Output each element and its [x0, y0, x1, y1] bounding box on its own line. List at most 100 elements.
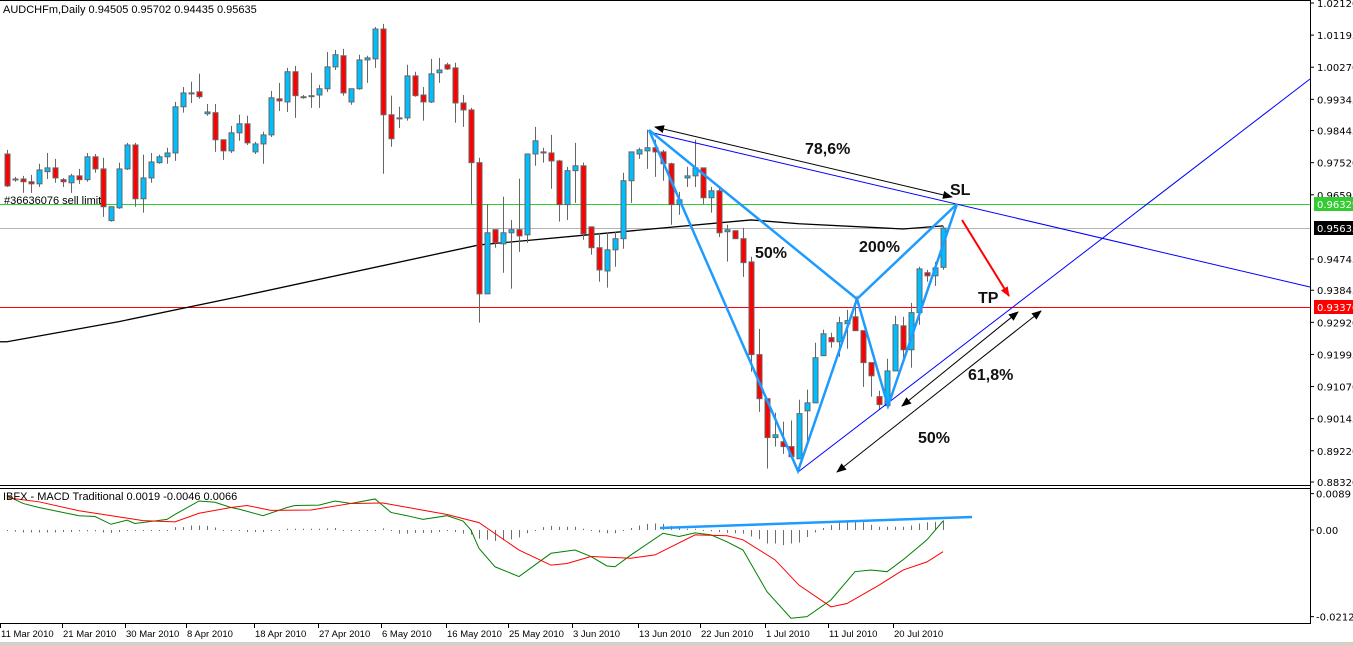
candle-body: [436, 69, 443, 74]
price-tick-label: 0.96595: [1317, 191, 1353, 202]
candle-body: [860, 330, 867, 364]
candle: [260, 131, 267, 164]
candle: [724, 224, 731, 262]
candle: [524, 153, 531, 243]
sell-limit-price-box: [1314, 197, 1353, 211]
candle-body: [372, 28, 379, 60]
candle-body: [164, 152, 171, 158]
candle: [100, 157, 107, 217]
candle: [364, 55, 371, 83]
candle-body: [284, 71, 291, 103]
candle: [500, 196, 507, 273]
drawn-objects[interactable]: 78,6% SL 50% 200% TP 61,8% 50%: [647, 78, 1311, 475]
candle: [348, 88, 355, 105]
candle: [196, 73, 203, 99]
candle-body: [68, 175, 75, 184]
candle-body: [388, 114, 395, 140]
date-tick-label: 6 May 2010: [382, 629, 432, 640]
candle: [4, 149, 11, 187]
candle-body: [148, 161, 155, 179]
candle-body: [772, 434, 779, 439]
candle: [12, 176, 19, 182]
candle-body: [84, 156, 91, 181]
candle: [508, 219, 515, 289]
date-tick-label: 11 Mar 2010: [1, 629, 54, 640]
macd-trendline[interactable]: [659, 515, 973, 530]
candle: [252, 141, 259, 154]
candle: [132, 142, 139, 207]
candle-body: [92, 156, 99, 170]
bid-price-box: [1314, 221, 1353, 235]
candle: [372, 26, 379, 68]
candle: [716, 186, 723, 237]
candle: [812, 342, 819, 404]
candle: [276, 82, 283, 111]
candle-body: [364, 57, 371, 61]
candle: [28, 174, 35, 193]
candle: [412, 71, 419, 97]
candle-body: [340, 55, 347, 94]
candle: [516, 178, 523, 252]
macd-signal-line: [6, 497, 944, 608]
date-tick-label: 21 Mar 2010: [63, 629, 116, 640]
candle-body: [76, 175, 83, 181]
price-tick-label: 0.99345: [1317, 95, 1353, 106]
candle: [572, 142, 579, 203]
candle: [316, 84, 323, 108]
candle-body: [740, 238, 747, 264]
candle: [532, 126, 539, 166]
order-label: #36636076 sell limit: [4, 195, 101, 207]
candle-body: [300, 96, 307, 99]
candle: [172, 101, 179, 161]
candle-body: [20, 178, 27, 183]
price-tick-label: 0.93845: [1317, 286, 1353, 297]
candle: [156, 154, 163, 164]
candle-body: [548, 152, 555, 162]
candle: [444, 62, 451, 70]
candle-body: [628, 151, 635, 182]
candle-body: [428, 73, 435, 103]
sell-direction-arrow[interactable]: [961, 219, 1010, 297]
date-tick-label: 1 Jul 2010: [766, 629, 810, 640]
candle: [796, 399, 803, 460]
candle: [380, 23, 387, 174]
price-tick-label: 0.90145: [1317, 415, 1353, 426]
fib-50-arrow[interactable]: [836, 310, 1042, 473]
candle: [204, 104, 211, 116]
chart-title: AUDCHFm,Daily 0.94505 0.95702 0.94435 0.…: [3, 4, 257, 16]
macd-label: IBFX - MACD Traditional 0.0019 -0.0046 0…: [3, 491, 237, 503]
candle-body: [812, 357, 819, 404]
candle-body: [604, 249, 611, 272]
candle-body: [588, 226, 595, 249]
candle-body: [716, 190, 723, 234]
fib-50-label-b: 50%: [918, 430, 950, 447]
candle-body: [540, 151, 547, 154]
take-profit-price-box: [1314, 300, 1353, 314]
pattern-bd-line[interactable]: [856, 203, 958, 300]
fib-786-label: 78,6%: [805, 141, 850, 158]
fib-786-arrow[interactable]: [654, 125, 953, 199]
candle-body: [268, 97, 275, 136]
candle: [452, 62, 459, 123]
date-tick-label: 22 Jun 2010: [701, 629, 753, 640]
candle: [492, 229, 499, 248]
candle: [20, 175, 27, 193]
candle-body: [380, 28, 387, 116]
macd-tick-label: 0.00: [1316, 526, 1338, 537]
price-tick-label: 0.91995: [1317, 350, 1353, 361]
candle: [84, 152, 91, 182]
candle: [76, 168, 83, 184]
candle-body: [708, 190, 715, 199]
date-tick-label: 16 May 2010: [447, 629, 502, 640]
candle: [820, 329, 827, 357]
date-tick-label: 27 Apr 2010: [319, 629, 370, 640]
candle-body: [732, 230, 739, 240]
candle-body: [132, 144, 139, 200]
fib-50-label-a: 50%: [755, 245, 787, 262]
candle-body: [276, 98, 283, 102]
candle: [580, 162, 587, 240]
